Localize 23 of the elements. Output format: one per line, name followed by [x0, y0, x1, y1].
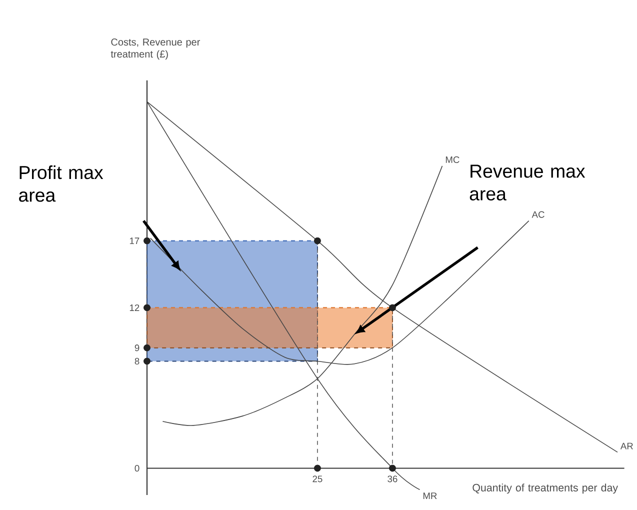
series-label: MC [446, 156, 460, 163]
point [144, 237, 150, 244]
y-tick-label: 0 [134, 464, 140, 472]
point [389, 304, 396, 312]
point [144, 344, 150, 352]
series-label: MR [423, 492, 437, 499]
x-tick-label: 36 [388, 476, 398, 482]
y-tick-label: 8 [134, 358, 140, 365]
point [144, 358, 150, 365]
point [144, 304, 150, 312]
y-tick-label: 9 [134, 344, 140, 352]
point [314, 237, 321, 244]
y-tick-label: 12 [130, 304, 140, 311]
x-tick-label: 25 [312, 476, 322, 482]
point [314, 464, 321, 472]
annotation: Revenue max area [470, 164, 586, 200]
series-label: AC [532, 211, 544, 218]
y-axis-title: Costs, Revenue per treatment (£) [110, 38, 200, 60]
text: Profit max area [19, 165, 104, 202]
point [389, 464, 396, 472]
series-label: AR [620, 442, 633, 450]
x-axis-title: Quantity of treatments per day [472, 484, 618, 494]
y-tick-label: 17 [130, 238, 140, 244]
